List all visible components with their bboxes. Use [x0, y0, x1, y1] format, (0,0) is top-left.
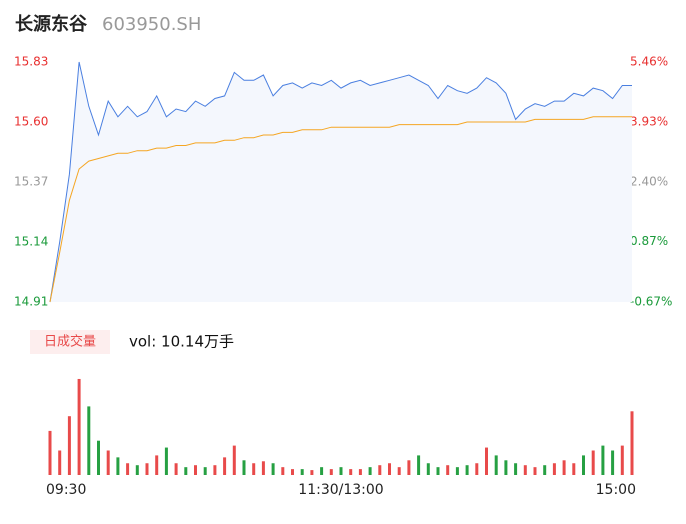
volume-bar	[252, 463, 256, 475]
y2-tick-label: 3.93%	[630, 114, 668, 128]
volume-bar	[533, 467, 537, 475]
volume-bar	[203, 467, 207, 475]
volume-bar	[106, 450, 110, 475]
stock-code: 603950.SH	[102, 14, 201, 35]
volume-bar	[58, 450, 62, 475]
volume-bar	[620, 445, 624, 475]
y-tick-label: 15.60	[14, 115, 48, 129]
volume-bar	[475, 463, 479, 475]
volume-bar	[97, 440, 100, 475]
average-line	[49, 116, 632, 303]
volume-bar	[145, 463, 149, 475]
volume-bar	[494, 455, 498, 475]
volume-bar	[504, 460, 508, 475]
volume-bar	[67, 416, 71, 475]
volume-bar	[126, 463, 130, 475]
volume-bar	[291, 469, 294, 475]
stock-name: 长源东谷	[15, 13, 88, 35]
volume-bar	[591, 450, 595, 475]
y-tick-label: 15.37	[14, 175, 48, 189]
volume-bar	[572, 463, 576, 475]
volume-bar	[426, 463, 430, 475]
volume-bar	[261, 461, 265, 475]
y2-tick-label: 0.87%	[630, 234, 668, 248]
volume-bar	[630, 411, 634, 475]
volume-bar	[601, 445, 605, 475]
volume-annotation: vol: 10.14万手	[129, 333, 234, 351]
volume-bar	[465, 465, 469, 475]
volume-bar	[368, 467, 372, 475]
volume-bar	[543, 465, 547, 475]
volume-bar	[281, 467, 285, 475]
volume-bar	[223, 457, 227, 475]
x-tick-label: 11:30/13:00	[298, 482, 383, 498]
volume-bar	[300, 469, 304, 475]
volume-badge	[30, 330, 110, 354]
volume-bar	[349, 469, 353, 475]
volume-bar	[455, 467, 459, 475]
x-tick-label: 15:00	[596, 482, 636, 498]
volume-bar	[155, 455, 159, 475]
y-tick-label: 15.83	[14, 55, 48, 69]
volume-bar	[358, 469, 362, 475]
volume-bar	[232, 445, 236, 475]
volume-bar	[611, 450, 615, 475]
volume-bar	[320, 467, 324, 475]
volume-bar	[242, 460, 246, 475]
volume-bar	[552, 463, 556, 475]
volume-bar	[164, 447, 168, 475]
y-tick-label: 15.14	[14, 235, 48, 249]
volume-bar	[194, 465, 197, 475]
volume-bar	[514, 463, 518, 475]
volume-bar	[523, 465, 527, 475]
volume-bar	[184, 467, 188, 475]
volume-bar	[339, 467, 343, 475]
volume-bar	[77, 378, 81, 475]
volume-bar	[329, 469, 333, 475]
volume-bar	[271, 463, 275, 475]
volume-bar	[397, 467, 401, 475]
y-tick-label: 14.91	[14, 295, 48, 309]
volume-bar	[582, 455, 585, 475]
volume-bar	[407, 460, 411, 475]
volume-bar	[446, 465, 450, 475]
volume-bar	[87, 406, 91, 475]
volume-title: 日成交量	[44, 334, 96, 350]
volume-bar	[213, 465, 217, 475]
y2-tick-label: 2.40%	[630, 174, 668, 188]
volume-bar	[48, 430, 52, 475]
price-area	[50, 62, 632, 302]
volume-bar	[116, 457, 120, 475]
y2-tick-label: -0.67%	[630, 295, 672, 309]
y2-tick-label: 5.46%	[630, 55, 668, 69]
volume-bar	[135, 465, 139, 475]
price-line	[49, 61, 632, 303]
volume-bar	[485, 447, 488, 475]
volume-bar	[310, 470, 314, 475]
volume-bar	[174, 463, 178, 475]
x-tick-label: 09:30	[46, 482, 86, 498]
volume-bar	[417, 455, 421, 475]
volume-bar	[388, 463, 391, 475]
volume-bar	[562, 460, 566, 475]
volume-bar	[436, 467, 440, 475]
volume-bar	[378, 465, 382, 475]
